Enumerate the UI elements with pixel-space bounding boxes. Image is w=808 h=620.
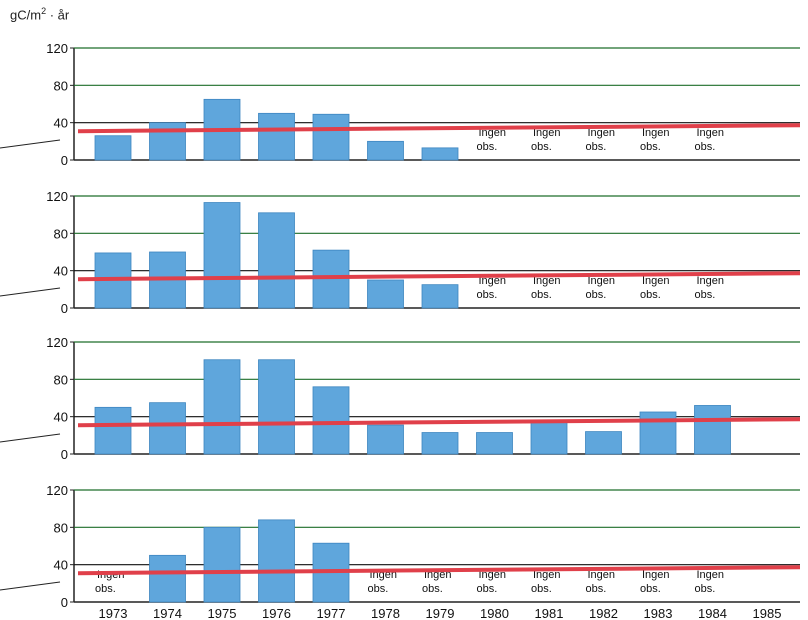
bar (476, 432, 513, 455)
bar (312, 113, 350, 161)
no-obs-label: obs. (531, 583, 552, 595)
y-tick-label: 120 (46, 335, 68, 350)
x-tick-label: 1979 (426, 606, 455, 620)
no-obs-label: obs. (368, 583, 389, 595)
bar (421, 284, 459, 309)
bar (421, 432, 459, 455)
no-obs-label: Ingen (533, 569, 561, 581)
no-obs-label: Ingen (697, 275, 725, 287)
x-tick-label: 1973 (99, 606, 128, 620)
bar (367, 424, 404, 455)
bar (421, 147, 459, 161)
pointer-line (0, 287, 61, 297)
bar (585, 431, 622, 455)
y-tick-label: 80 (54, 372, 68, 387)
x-tick-label: 1983 (644, 606, 673, 620)
no-obs-label: Ingen (479, 569, 507, 581)
x-tick-label: 1974 (153, 606, 182, 620)
no-obs-label: Ingen (642, 275, 670, 287)
bar (312, 386, 350, 455)
y-tick-label: 0 (61, 447, 68, 462)
no-obs-label: Ingen (588, 569, 616, 581)
bar (203, 526, 241, 603)
no-obs-label: Ingen (642, 127, 670, 139)
no-obs-label: obs. (586, 289, 607, 301)
pointer-line (0, 139, 61, 149)
no-obs-label: obs. (422, 583, 443, 595)
no-obs-label: Ingen (479, 275, 507, 287)
y-tick-label: 40 (54, 410, 68, 425)
bar (203, 359, 241, 455)
no-obs-label: obs. (586, 583, 607, 595)
bar (258, 519, 295, 603)
no-obs-label: Ingen (588, 127, 616, 139)
bar (149, 402, 186, 455)
reference-line (77, 123, 801, 134)
y-tick-label: 120 (46, 189, 68, 204)
no-obs-label: obs. (640, 289, 661, 301)
y-tick-label: 40 (54, 558, 68, 573)
no-obs-label: Ingen (588, 275, 616, 287)
reference-line (77, 417, 801, 428)
no-obs-label: Ingen (697, 569, 725, 581)
y-tick-label: 80 (54, 520, 68, 535)
bar (149, 554, 186, 603)
no-obs-label: obs. (531, 141, 552, 153)
no-obs-label: Ingen (533, 127, 561, 139)
x-tick-label: 1975 (208, 606, 237, 620)
y-tick-label: 40 (54, 116, 68, 131)
no-obs-label: Ingen (697, 127, 725, 139)
y-tick-label: 40 (54, 264, 68, 279)
y-tick-label: 0 (61, 153, 68, 168)
no-obs-label: obs. (640, 141, 661, 153)
reference-line (77, 271, 801, 282)
no-obs-label: obs. (477, 583, 498, 595)
y-tick-label: 80 (54, 226, 68, 241)
x-tick-label: 1984 (698, 606, 727, 620)
x-tick-label: 1980 (480, 606, 509, 620)
no-obs-label: obs. (531, 289, 552, 301)
bar (94, 406, 132, 455)
y-tick-label: 80 (54, 78, 68, 93)
reference-line (77, 565, 801, 576)
y-tick-label: 120 (46, 41, 68, 56)
x-tick-label: 1977 (317, 606, 346, 620)
bar (367, 279, 404, 309)
x-tick-label: 1978 (371, 606, 400, 620)
x-tick-label: 1985 (753, 606, 782, 620)
no-obs-label: Ingen (533, 275, 561, 287)
bar (94, 135, 132, 161)
x-tick-label: 1981 (535, 606, 564, 620)
no-obs-label: obs. (586, 141, 607, 153)
no-obs-label: obs. (695, 289, 716, 301)
no-obs-label: obs. (477, 289, 498, 301)
bar (367, 140, 404, 161)
bar (149, 122, 186, 161)
x-tick-label: 1976 (262, 606, 291, 620)
no-obs-label: obs. (95, 583, 116, 595)
no-obs-label: obs. (477, 141, 498, 153)
x-tick-label: 1982 (589, 606, 618, 620)
bar (258, 112, 295, 161)
no-obs-label: obs. (695, 583, 716, 595)
bar (694, 405, 731, 455)
no-obs-label: Ingen (642, 569, 670, 581)
y-tick-label: 0 (61, 595, 68, 610)
no-obs-label: obs. (695, 141, 716, 153)
pointer-line (0, 433, 61, 443)
bar (203, 202, 241, 309)
bar (258, 359, 295, 455)
no-obs-label: Ingen (479, 127, 507, 139)
unit-label: gC/m2 · år (10, 6, 70, 23)
y-tick-label: 0 (61, 301, 68, 316)
bar (530, 419, 568, 455)
no-obs-label: obs. (640, 583, 661, 595)
bar (258, 212, 295, 309)
y-tick-label: 120 (46, 483, 68, 498)
pointer-line (0, 581, 61, 591)
